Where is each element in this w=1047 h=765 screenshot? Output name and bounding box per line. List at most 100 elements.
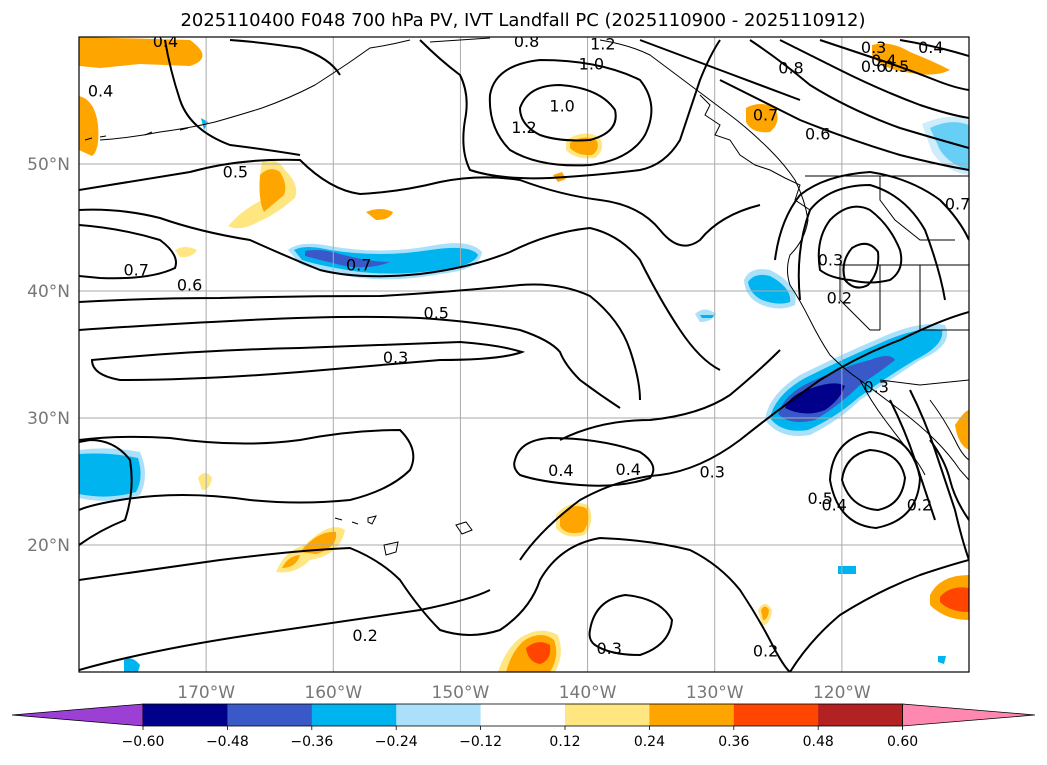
colorbar-tick-label: 0.36: [718, 734, 749, 750]
shade-orange-nc1: [570, 137, 598, 156]
border-mex: [879, 379, 969, 386]
contour-label: 0.8: [778, 58, 803, 77]
lat-tick-label: 30°N: [27, 409, 70, 429]
lon-tick-label: 150°W: [432, 683, 490, 703]
colorbar-tick-label: 0.60: [887, 734, 918, 750]
contour-0.3-main: [519, 311, 969, 561]
contour-0.3-south-ring: [588, 593, 674, 657]
contour-label: 0.7: [753, 105, 778, 124]
contour-0.6-left: [79, 224, 177, 280]
colorbar-segment: [733, 704, 819, 726]
colorbar-over-extension: [902, 703, 1036, 727]
colorbar-tick-label: −0.12: [459, 734, 502, 750]
contour-label: 1.2: [590, 34, 615, 53]
shade-orange-topleft: [79, 37, 203, 68]
island-hawaii: [334, 515, 473, 556]
colorbar-tick-label: 0.24: [634, 734, 665, 750]
contour-label: 0.4: [616, 460, 641, 479]
contour-label: 0.3: [596, 639, 621, 658]
coastline-alaska-gulf: [429, 37, 969, 481]
contour-1.0-ne: [639, 39, 801, 101]
contour-0.3-ne: [819, 39, 969, 91]
map-panel[interactable]: 0.4 0.8 1.2 0.3 0.41.0 0.8 0.60.50.40.41.01.20…: [78, 32, 972, 673]
contour-label: 0.3: [861, 38, 886, 57]
contour-label: 0.8: [514, 32, 539, 51]
colorbar-segment: [480, 704, 566, 726]
contour-0.8-north: [419, 39, 721, 180]
shade-blue-bits2: [938, 656, 946, 664]
contour-label: 0.2: [827, 288, 852, 307]
contour-0.2-bottom: [79, 589, 491, 671]
longitude-tick-labels: 170°W 160°W 150°W 140°W 130°W 120°W: [177, 683, 871, 703]
contour-label: 0.3: [863, 377, 888, 396]
shade-red-bottom: [526, 642, 551, 664]
contour-1.0-ring: [488, 58, 653, 167]
colorbar-segment: [649, 704, 735, 726]
colorbar-tick-label: 0.48: [803, 734, 834, 750]
lon-tick-label: 130°W: [686, 683, 744, 703]
shade-orange-ne1: [872, 43, 950, 75]
shade-blue-bits3: [124, 658, 140, 672]
shade-blue-wc: [748, 274, 791, 304]
shade-darkblue-main: [785, 383, 845, 414]
shade-blue-left: [79, 453, 141, 497]
contour-label: 0.2: [907, 495, 932, 514]
contour-0.5-mid: [79, 283, 641, 401]
contour-labels: 0.4 0.8 1.2 0.3 0.41.0 0.8 0.60.50.40.41.01.20…: [88, 32, 969, 660]
contour-0.2-sw: [79, 438, 133, 546]
contour-label: 0.3: [818, 250, 843, 269]
contour-label: 0.4: [871, 51, 896, 70]
contour-label: 0.7: [346, 255, 371, 274]
pv-contours: [79, 39, 969, 672]
contour-label: 1.2: [511, 118, 536, 137]
latitude-tick-labels: 50°N 40°N 30°N 20°N: [27, 155, 70, 556]
contour-0.6-west: [774, 170, 969, 261]
contour-label: 0.2: [753, 641, 778, 660]
coastline-baja: [859, 379, 926, 476]
contour-0.5-north: [79, 158, 761, 247]
coastline-alaska: [99, 39, 411, 141]
contour-0.8-left: [164, 39, 301, 156]
contour-0.3-inner: [90, 340, 526, 382]
colorbar-tick-label: −0.60: [122, 734, 165, 750]
map-title: 2025110400 F048 700 hPa PV, IVT Landfall…: [180, 10, 865, 31]
contour-label: 0.2: [352, 626, 377, 645]
shade-yellow-170w: [198, 473, 212, 490]
lon-tick-label: 120°W: [813, 683, 871, 703]
contour-label: 0.4: [548, 461, 573, 480]
contour-0.3-west: [817, 205, 903, 284]
contour-label: 0.4: [88, 81, 113, 100]
lon-tick-label: 170°W: [177, 683, 235, 703]
lat-tick-label: 50°N: [27, 155, 70, 175]
contour-0.3-far-east: [929, 439, 969, 521]
colorbar-tick-label: −0.36: [290, 734, 333, 750]
colorbar: −0.60 −0.48 −0.36 −0.24 −0.12 0.12 0.24 0.36 0.4…: [11, 703, 1036, 750]
colorbar-under-extension: [11, 703, 144, 727]
contour-label: 0.5: [884, 57, 909, 76]
colorbar-segment: [227, 704, 313, 726]
map-content: 0.4 0.8 1.2 0.3 0.41.0 0.8 0.60.50.40.41.01.20…: [79, 32, 969, 672]
contour-label: 1.0: [549, 97, 574, 116]
map-frame: [78, 36, 970, 673]
contour-0.2-west: [842, 242, 880, 289]
contour-label: 0.4: [822, 495, 847, 514]
contour-0.4-ne2: [899, 39, 969, 57]
islands-aleutian: [84, 127, 189, 141]
contour-0.8-ne: [779, 39, 969, 119]
coastline-bc: [699, 94, 811, 211]
lon-tick-label: 140°W: [559, 683, 617, 703]
lat-tick-label: 20°N: [27, 536, 70, 556]
colorbar-segment: [396, 704, 482, 726]
colorbar-frame: [142, 703, 903, 727]
contour-0.2-east: [909, 389, 969, 561]
contour-label: 1.0: [579, 55, 604, 74]
contour-0.7-band: [79, 208, 721, 371]
border-states1: [839, 176, 969, 331]
colorbar-segment: [311, 704, 397, 726]
contour-label: 0.5: [808, 489, 833, 508]
contour-label: 0.5: [424, 304, 449, 323]
shade-orange-left: [79, 96, 99, 156]
contour-0.4-ring: [513, 436, 655, 487]
colorbar-tick-label: 0.12: [549, 734, 580, 750]
